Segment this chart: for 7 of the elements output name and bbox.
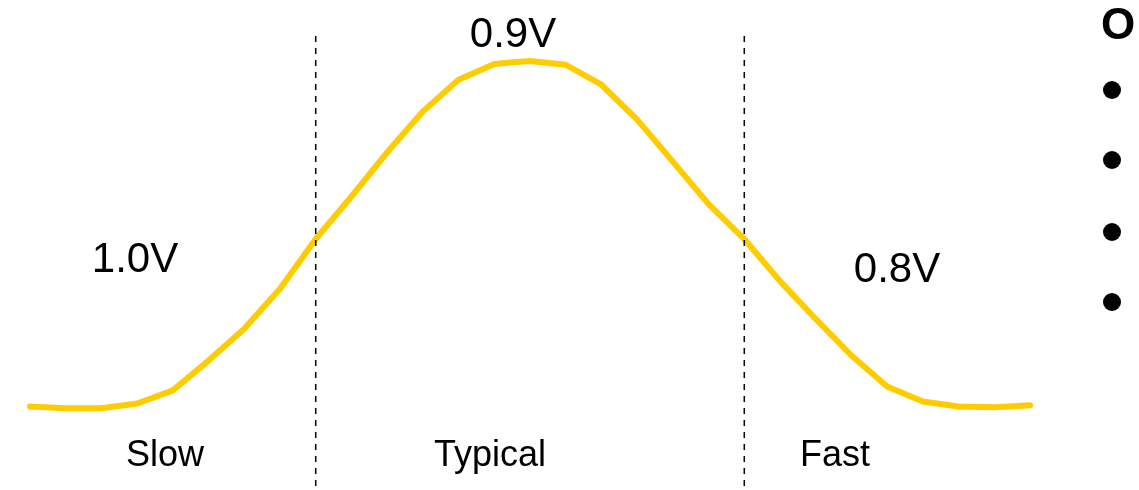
annotation: Typical — [433, 433, 547, 474]
annotation: Fast — [799, 433, 871, 474]
text: 0.9V — [469, 9, 557, 56]
annotation: Slow — [125, 433, 205, 474]
text: O — [1100, 0, 1136, 48]
annotation: 0.8V — [853, 244, 941, 291]
annotation: 1.0V — [91, 234, 179, 281]
